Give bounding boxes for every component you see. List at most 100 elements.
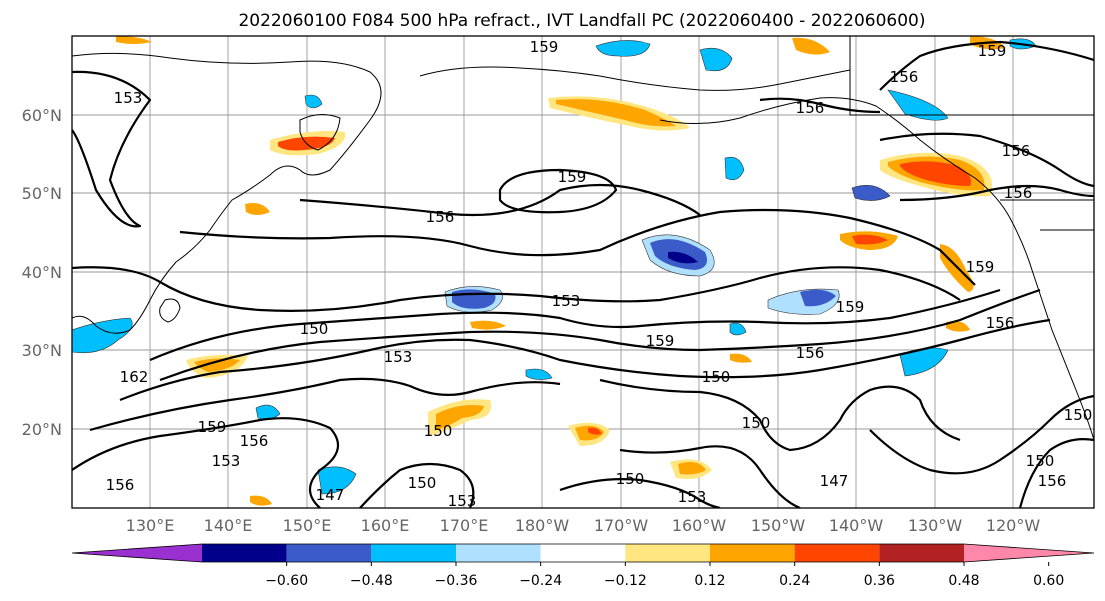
contour-line [619, 445, 801, 508]
contour-label: 156 [986, 314, 1015, 332]
shaded-patch [116, 36, 152, 44]
contour-label: 150 [616, 470, 645, 488]
contour-label: 150 [424, 422, 453, 440]
lon-label: 160°E [361, 516, 410, 535]
contour-label: 156 [1002, 142, 1031, 160]
contour-label: 153 [114, 89, 143, 107]
contour-label: 159 [966, 258, 995, 276]
colorbar-segment [456, 544, 541, 562]
shaded-patch [900, 161, 972, 186]
lon-label: 150°W [751, 516, 806, 535]
contour-label: 159 [836, 298, 865, 316]
contour-label: 159 [198, 418, 227, 436]
shaded-patch [699, 47, 733, 72]
contour-label: 156 [796, 344, 825, 362]
colorbar-segment [371, 544, 456, 562]
contour-label: 156 [106, 476, 135, 494]
alaska-north-coastline [419, 66, 851, 91]
japan-coastline [159, 298, 181, 323]
contour-line [559, 478, 721, 508]
shaded-patch [851, 185, 891, 201]
colorbar-segment [794, 544, 880, 562]
contour-line [149, 288, 1001, 362]
contour-label: 156 [890, 68, 919, 86]
lon-label: 160°W [672, 516, 727, 535]
map-panel: 153 159 159 156 156 156 159 156 156 153 … [71, 35, 1095, 510]
lon-label: 120°W [986, 516, 1041, 535]
north-america-coastline [659, 97, 1094, 441]
colorbar-tick-label: −0.48 [350, 573, 393, 589]
lon-label: 150°E [283, 516, 332, 535]
contour-line [498, 168, 618, 214]
colorbar-extend-low [72, 544, 202, 562]
contour-line [179, 208, 976, 286]
colorbar-tick-label: −0.60 [265, 573, 308, 589]
colorbar-tick-label: −0.36 [435, 573, 478, 589]
contour-label: 156 [1004, 184, 1033, 202]
shaded-patch [724, 156, 745, 181]
contour-label: 159 [978, 42, 1007, 60]
contour-label: 159 [530, 38, 559, 56]
colorbar-segment [879, 544, 964, 562]
contour-label: 156 [240, 432, 269, 450]
contour-line [72, 266, 961, 312]
shaded-patch [525, 368, 553, 380]
kamchatka-coastline [299, 114, 341, 151]
shaded-patch [800, 289, 836, 307]
lat-label: 30°N [22, 341, 62, 360]
contour-line [1018, 438, 1094, 508]
shaded-patch [250, 495, 272, 506]
lon-label: 130°W [908, 516, 963, 535]
colorbar-segment [540, 544, 626, 562]
contour-line [359, 462, 475, 508]
contour-label: 153 [212, 452, 241, 470]
colorbar-segment [625, 544, 710, 562]
contour-line [159, 288, 1041, 382]
figure-title: 2022060100 F084 500 hPa refract., IVT La… [238, 11, 925, 31]
contour-line [599, 378, 961, 452]
lon-label: 130°E [126, 516, 175, 535]
contour-label: 150 [742, 414, 771, 432]
contour-line [119, 318, 1051, 402]
refractivity-contours [72, 40, 1094, 508]
contour-label: 153 [552, 292, 581, 310]
contour-line [899, 184, 1094, 202]
contour-label: 150 [702, 368, 731, 386]
shaded-patch [470, 320, 506, 330]
lat-label: 40°N [22, 263, 62, 282]
contour-label: 147 [316, 486, 345, 504]
shaded-patch [899, 347, 949, 377]
contour-label: 150 [408, 474, 437, 492]
border-alaska-canada [849, 36, 1094, 116]
lon-label: 140°E [204, 516, 253, 535]
shaded-patch [304, 94, 323, 109]
lat-label: 20°N [22, 420, 62, 439]
lon-label: 140°W [829, 516, 884, 535]
contour-line [759, 97, 881, 114]
asia-coastline [72, 52, 382, 263]
contour-label: 150 [1064, 406, 1093, 424]
colorbar-outline [71, 543, 1095, 563]
shaded-patch [436, 405, 484, 430]
colorbar-tick-label: −0.12 [604, 573, 647, 589]
shaded-patch [678, 462, 706, 475]
shaded-patch [194, 358, 240, 372]
shaded-patch [792, 37, 830, 55]
shaded-patch [730, 353, 752, 363]
contour-label: 150 [1026, 452, 1055, 470]
contour-line [72, 70, 152, 228]
map-frame [71, 35, 1095, 509]
colorbar-tick-label: 0.36 [864, 573, 895, 589]
shaded-patch [887, 89, 949, 121]
shaded-patch [245, 203, 270, 215]
contour-label: 156 [796, 99, 825, 117]
colorbar-extend-high [964, 544, 1094, 562]
contour-label: 150 [300, 320, 329, 338]
colorbar-segment [202, 544, 287, 562]
shaded-patch [556, 99, 676, 127]
graticule [72, 36, 1094, 508]
coastlines [72, 36, 1094, 441]
shaded-patch [729, 322, 747, 336]
contour-labels: 153 159 159 156 156 156 159 156 156 153 … [106, 38, 1093, 510]
lon-label: 170°W [594, 516, 649, 535]
